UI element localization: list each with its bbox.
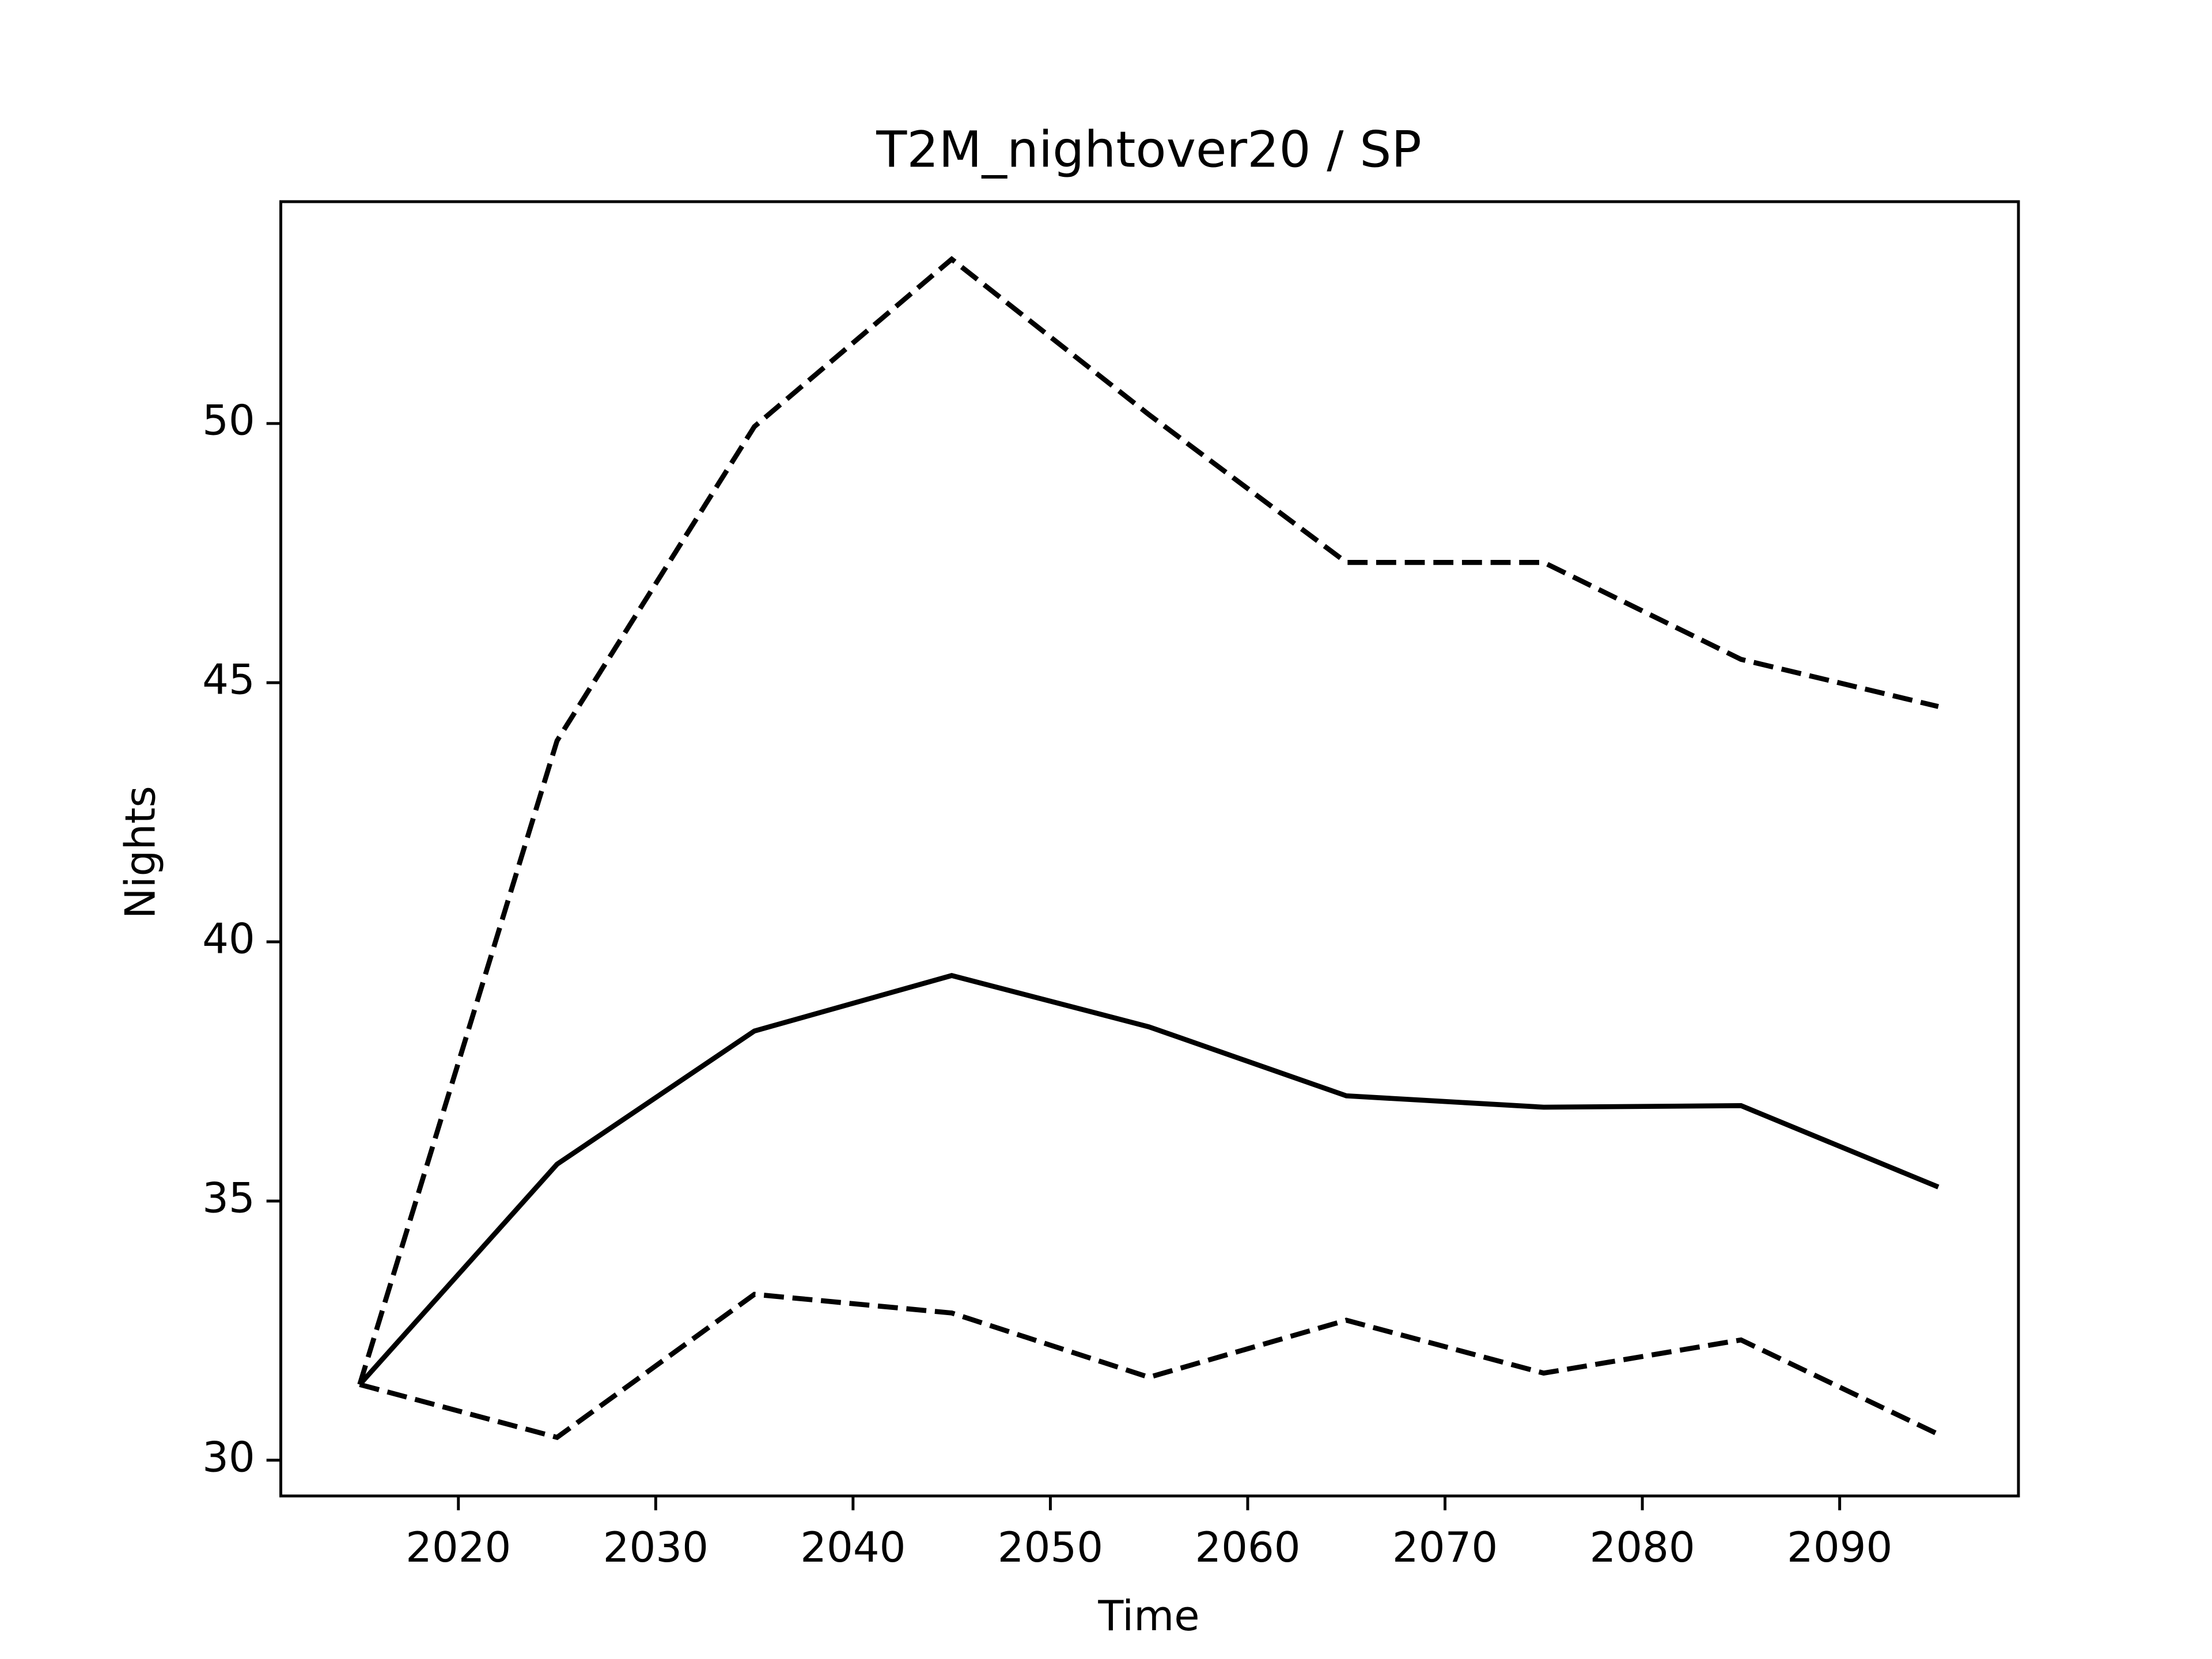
- y-tick-label: 50: [202, 396, 255, 445]
- y-tick-label: 40: [202, 915, 255, 963]
- line-series: [358, 973, 1940, 1387]
- x-tick-label: 2090: [1787, 1523, 1892, 1571]
- plot-frame: [279, 200, 2020, 1498]
- chart-title: T2M_nightover20 / SP: [876, 121, 1422, 179]
- x-tick-label: 2080: [1589, 1523, 1695, 1571]
- x-tick-label: 2030: [603, 1523, 709, 1571]
- x-tick-label: 2050: [998, 1523, 1103, 1571]
- x-axis-label: Time: [1097, 1592, 1199, 1640]
- x-tick-label: 2040: [800, 1523, 906, 1571]
- x-tick-label: 2060: [1195, 1523, 1300, 1571]
- y-tick-label: 30: [202, 1433, 255, 1481]
- y-tick-label: 35: [202, 1173, 255, 1222]
- y-axis-label: Nights: [116, 786, 165, 919]
- x-tick-label: 2070: [1392, 1523, 1498, 1571]
- x-tick-label: 2020: [406, 1523, 511, 1571]
- y-tick-label: 45: [202, 656, 255, 704]
- line-series: [357, 256, 1939, 1385]
